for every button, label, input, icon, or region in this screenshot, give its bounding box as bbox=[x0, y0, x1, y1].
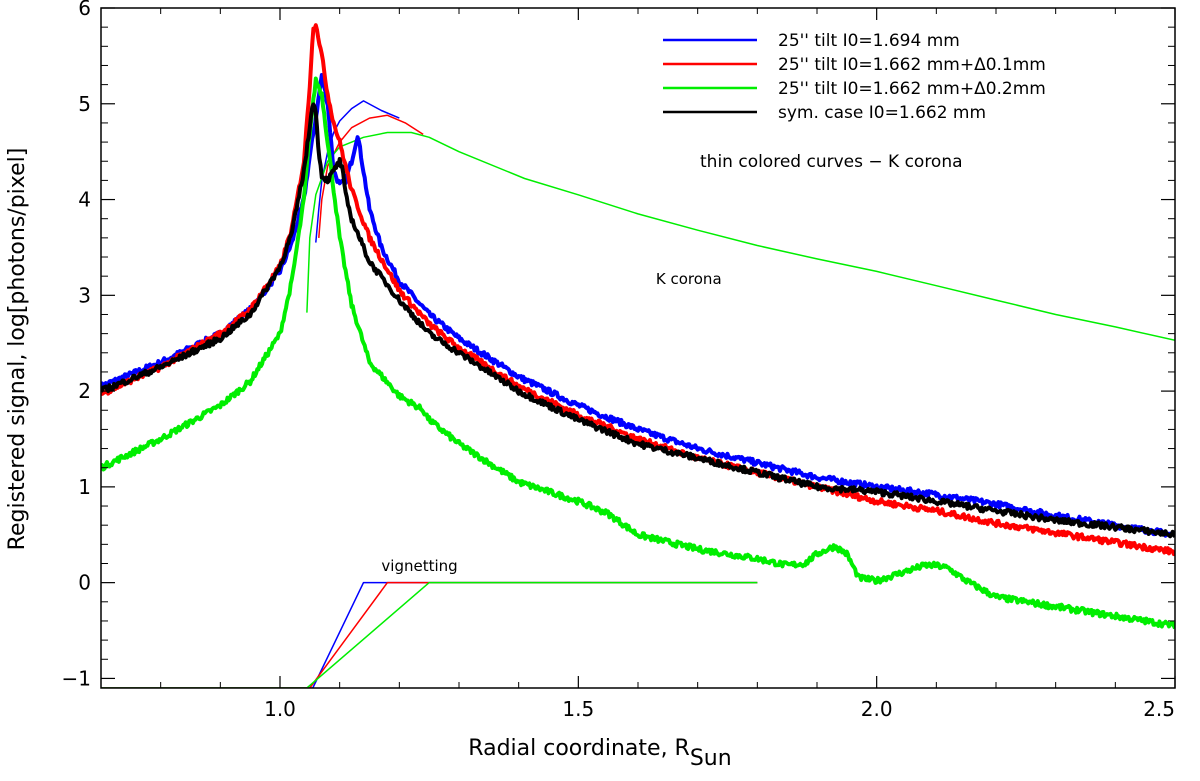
legend-label: 25'' tilt I0=1.662 mm+Δ0.2mm bbox=[778, 79, 1046, 99]
y-tick-label: 1 bbox=[78, 475, 91, 499]
series-line-vignetting bbox=[101, 581, 758, 688]
x-tick-label: 1.5 bbox=[562, 697, 594, 721]
series-line-signal bbox=[101, 73, 1175, 538]
series-line-vignetting bbox=[101, 581, 758, 688]
annotation-label: K corona bbox=[656, 270, 722, 288]
y-tick-label: 5 bbox=[78, 92, 91, 116]
y-tick-label: −1 bbox=[62, 666, 91, 690]
legend-label: sym. case I0=1.662 mm bbox=[778, 103, 986, 123]
y-tick-label: 3 bbox=[78, 283, 91, 307]
x-tick-label: 1.0 bbox=[264, 697, 296, 721]
series-line-vignetting bbox=[101, 581, 758, 688]
y-axis-title: Registered signal, log[photons/pixel] bbox=[5, 148, 30, 551]
y-tick-label: 4 bbox=[78, 188, 91, 212]
legend: 25'' tilt I0=1.694 mm 25'' tilt I0=1.662 … bbox=[663, 31, 1046, 123]
x-axis-title: Radial coordinate, RSun bbox=[468, 736, 731, 771]
x-tick-label: 2.5 bbox=[1143, 697, 1175, 721]
annotation-label: vignetting bbox=[381, 557, 457, 575]
plot-frame bbox=[100, 7, 1176, 689]
legend-label: 25'' tilt I0=1.694 mm bbox=[778, 31, 960, 51]
legend-note: thin colored curves − K corona bbox=[700, 152, 963, 172]
series-line-signal bbox=[101, 102, 1175, 539]
legend-label: 25'' tilt I0=1.662 mm+Δ0.1mm bbox=[778, 55, 1046, 75]
series-line-signal bbox=[101, 76, 1175, 630]
x-tick-label: 2.0 bbox=[861, 697, 893, 721]
y-tick-label: 2 bbox=[78, 379, 91, 403]
y-tick-label: 6 bbox=[78, 0, 91, 20]
x-axis-title-subscript: Sun bbox=[690, 746, 732, 771]
series-line-k-corona bbox=[318, 114, 424, 238]
y-tick-label: 0 bbox=[78, 571, 91, 595]
